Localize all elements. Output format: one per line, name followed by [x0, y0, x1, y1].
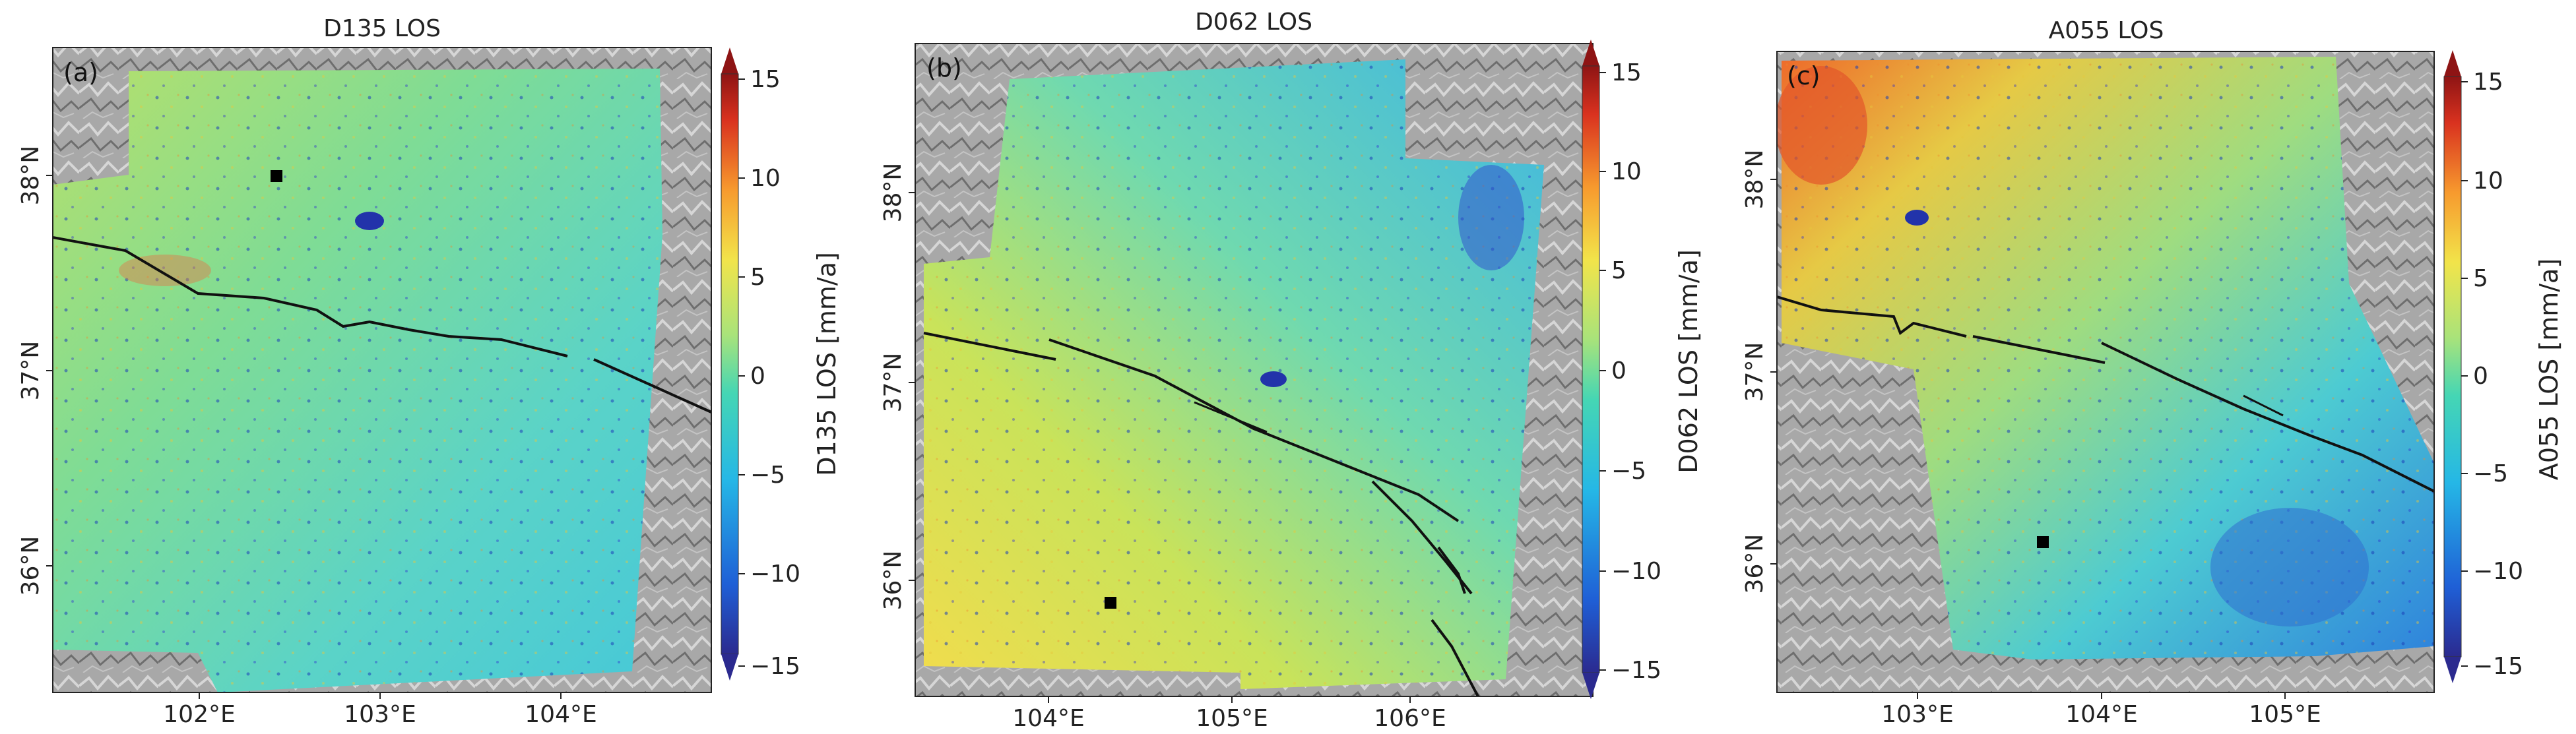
panel-b-cbar-tick: −5 [1611, 458, 1646, 485]
panel-a: D135 LOS (a) 102°E 103°E 104°E 36°N 37°N… [17, 15, 841, 728]
panel-a-colorbar-label: D135 LOS [mm/a] [812, 252, 841, 476]
panel-b-cbar-tick: 0 [1611, 357, 1626, 384]
panel-a-xtick: 104°E [525, 701, 596, 728]
panel-a-fault-east [593, 358, 711, 413]
panel-b-label: (b) [926, 53, 962, 82]
panel-a-fault [53, 236, 568, 357]
panel-c-xtick: 103°E [1881, 701, 1953, 728]
panel-a-cbar-tick: 5 [750, 264, 765, 291]
panel-c-cbar-tick: 5 [2473, 265, 2488, 292]
panel-a-reference-point [271, 170, 282, 182]
panel-a-xtick: 102°E [163, 701, 235, 728]
panel-b-title: D062 LOS [1195, 9, 1312, 36]
panel-b-xtick: 106°E [1374, 705, 1446, 732]
panel-c-cbar-tick: −10 [2473, 558, 2523, 585]
panel-b-cbar-tick: 10 [1611, 158, 1642, 185]
panel-a-ytick: 38°N [17, 146, 44, 206]
panel-b-colorbar: 15 10 5 0 −5 −10 −15 D062 LOS [mm/a] [1582, 40, 1703, 699]
panel-c-reference-point [2037, 536, 2049, 548]
panel-b-reference-point [1105, 597, 1116, 609]
panel-c-cbar-tick: 15 [2473, 69, 2503, 96]
panel-a-cbar-tick: −5 [750, 462, 785, 489]
panel-a-ytick: 36°N [17, 536, 44, 596]
panel-a-cbar-tick: −10 [750, 561, 800, 588]
panel-b-colorbar-label: D062 LOS [mm/a] [1674, 249, 1703, 474]
panel-b-cbar-tick: 15 [1611, 59, 1642, 86]
panel-b-ytick: 36°N [880, 551, 907, 611]
panel-c-colorbar: 15 10 5 0 −5 −10 −15 A055 LOS [mm/a] [2443, 50, 2563, 683]
panel-c-cbar-tick: 0 [2473, 363, 2488, 390]
panel-c: A055 LOS (c) 103°E 104°E 105°E 36°N 37°N… [1741, 17, 2563, 728]
panel-c-fault [1777, 295, 1967, 338]
panel-b-ytick: 37°N [880, 353, 907, 413]
panel-c-ytick: 36°N [1741, 534, 1768, 594]
panel-c-title: A055 LOS [2049, 17, 2164, 44]
panel-c-cbar-tick: −5 [2473, 460, 2508, 487]
panel-a-ytick: 37°N [17, 341, 44, 401]
panel-c-label: (c) [1787, 61, 1820, 90]
panel-c-colorbar-label: A055 LOS [mm/a] [2534, 259, 2563, 480]
panel-b-xtick: 104°E [1012, 705, 1084, 732]
panel-a-cbar-tick: 0 [750, 363, 765, 390]
panel-b-ytick: 38°N [880, 163, 907, 223]
panel-a-title: D135 LOS [323, 15, 441, 42]
panel-c-ytick: 38°N [1741, 150, 1768, 210]
panel-c-ytick: 37°N [1741, 342, 1768, 402]
panel-c-xtick: 105°E [2249, 701, 2321, 728]
panel-b-xtick: 105°E [1196, 705, 1268, 732]
panel-b-fault [923, 332, 1056, 361]
panel-a-cbar-tick: 10 [750, 165, 781, 192]
panel-c-cbar-tick: −15 [2473, 653, 2523, 680]
panel-a-anomaly [355, 212, 384, 230]
panel-a-cbar-tick: 15 [750, 66, 781, 93]
panel-a-cbar-tick: −15 [750, 653, 800, 680]
panel-b-cbar-tick: −15 [1611, 657, 1661, 684]
panel-c-cbar-tick: 10 [2473, 168, 2503, 195]
panel-b-cbar-tick: −10 [1611, 558, 1661, 585]
panel-a-colorbar: 15 10 5 0 −5 −10 −15 D135 LOS [mm/a] [721, 47, 841, 681]
panel-b-cbar-tick: 5 [1611, 257, 1626, 284]
panel-a-xtick: 103°E [344, 701, 416, 728]
panel-b: D062 LOS (b) 104°E 105°E 106°E 36°N 37°N… [880, 9, 1703, 732]
panel-c-xtick: 104°E [2065, 701, 2137, 728]
panel-a-label: (a) [63, 58, 98, 87]
